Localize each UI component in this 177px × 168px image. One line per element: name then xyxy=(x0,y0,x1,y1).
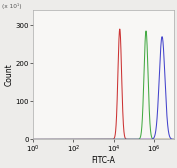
X-axis label: FITC-A: FITC-A xyxy=(92,156,116,165)
Y-axis label: Count: Count xyxy=(5,63,14,86)
Text: (x 10¹): (x 10¹) xyxy=(2,3,21,9)
